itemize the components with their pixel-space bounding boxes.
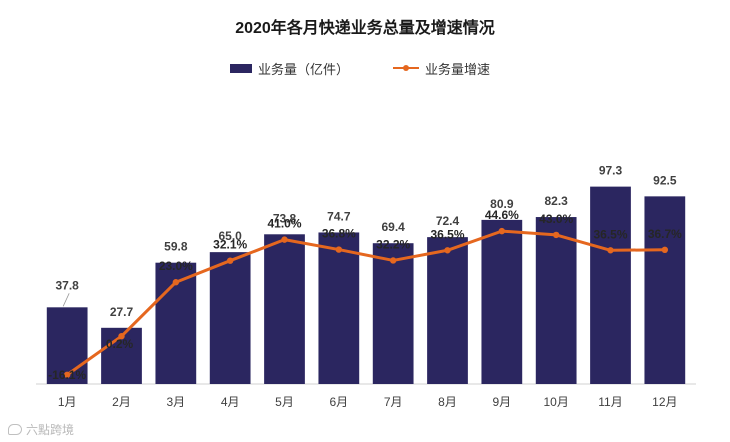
growth-point-10 (552, 231, 560, 239)
growth-point-3 (172, 279, 180, 286)
bar-label: 80.9 (490, 197, 514, 211)
growth-point-5 (281, 236, 288, 243)
bar-1 (46, 307, 88, 384)
legend-item-growth[interactable]: 业务量增速 (393, 59, 490, 78)
bar-5 (264, 234, 305, 384)
bar-label: 72.4 (436, 214, 460, 228)
bar-6 (318, 232, 360, 384)
growth-point-7 (389, 257, 397, 264)
bar-9 (481, 219, 523, 384)
chart-title: 2020年各月快递业务总量及增速情况 (235, 20, 495, 37)
watermark: 六點跨境 (8, 421, 74, 438)
x-tick-label: 2月 (112, 395, 131, 409)
bar-label: 97.3 (599, 164, 623, 178)
growth-label: 32.2% (376, 237, 410, 251)
legend-bar-swatch (230, 63, 252, 73)
growth-label: 44.6% (485, 208, 519, 222)
growth-label: 36.5% (430, 227, 464, 241)
x-tick-label: 7月 (384, 395, 403, 409)
legend-label-volume: 业务量（亿件） (258, 61, 350, 77)
bar-4 (209, 252, 251, 384)
growth-label: 36.7% (648, 227, 682, 241)
growth-label: 36.5% (593, 227, 627, 241)
x-tick-label: 3月 (166, 395, 185, 409)
x-tick-label: 11月 (598, 395, 622, 409)
growth-point-12 (661, 246, 669, 254)
bar-7 (372, 243, 414, 384)
bar-8 (427, 237, 468, 384)
growth-point-8 (444, 247, 451, 254)
growth-point-4 (226, 257, 234, 264)
growth-point-9 (498, 227, 506, 235)
watermark-text: 六點跨境 (26, 423, 75, 437)
growth-label: 23.0% (159, 259, 193, 273)
growth-label: 41.0% (267, 217, 301, 231)
growth-point-6 (335, 246, 343, 253)
bar-label: 65.0 (218, 229, 242, 243)
chart-legend: 业务量（亿件） 业务量增速 (230, 58, 534, 78)
bar-12 (644, 196, 686, 384)
growth-label: 43.0% (539, 212, 573, 226)
growth-point-11 (607, 247, 614, 254)
x-tick-label: 12月 (652, 395, 677, 409)
x-tick-label: 10月 (543, 395, 568, 409)
bar-label: 73.8 (273, 211, 297, 225)
x-tick-label: 6月 (329, 395, 348, 409)
growth-point-1 (63, 371, 71, 378)
bar-10 (535, 217, 577, 384)
chat-bubble-icon (8, 424, 22, 435)
bar-label: 92.5 (653, 173, 677, 187)
x-tick-label: 8月 (438, 395, 457, 409)
bar-label-leader (62, 293, 70, 307)
bar-label: 74.7 (327, 209, 351, 223)
bar-11 (590, 186, 631, 384)
growth-point-2 (118, 332, 125, 340)
bar-label: 27.7 (110, 305, 134, 319)
bar-label: 69.4 (381, 220, 405, 234)
growth-label: 0.2% (106, 337, 134, 351)
x-tick-label: 9月 (492, 395, 511, 409)
growth-line (66, 229, 665, 376)
legend-line-swatch (393, 63, 420, 73)
growth-label: 32.1% (213, 238, 247, 252)
growth-label: -16.1% (48, 368, 86, 382)
bar-label: 59.8 (164, 240, 188, 254)
legend-label-growth: 业务量增速 (425, 61, 491, 77)
x-tick-label: 5月 (275, 395, 294, 409)
bar-label: 37.8 (55, 278, 79, 292)
growth-label: 36.8% (322, 227, 356, 241)
bar-label: 82.3 (544, 194, 568, 208)
x-tick-label: 4月 (221, 395, 240, 409)
legend-item-volume[interactable]: 业务量（亿件） (230, 59, 349, 78)
x-tick-label: 1月 (58, 395, 77, 409)
